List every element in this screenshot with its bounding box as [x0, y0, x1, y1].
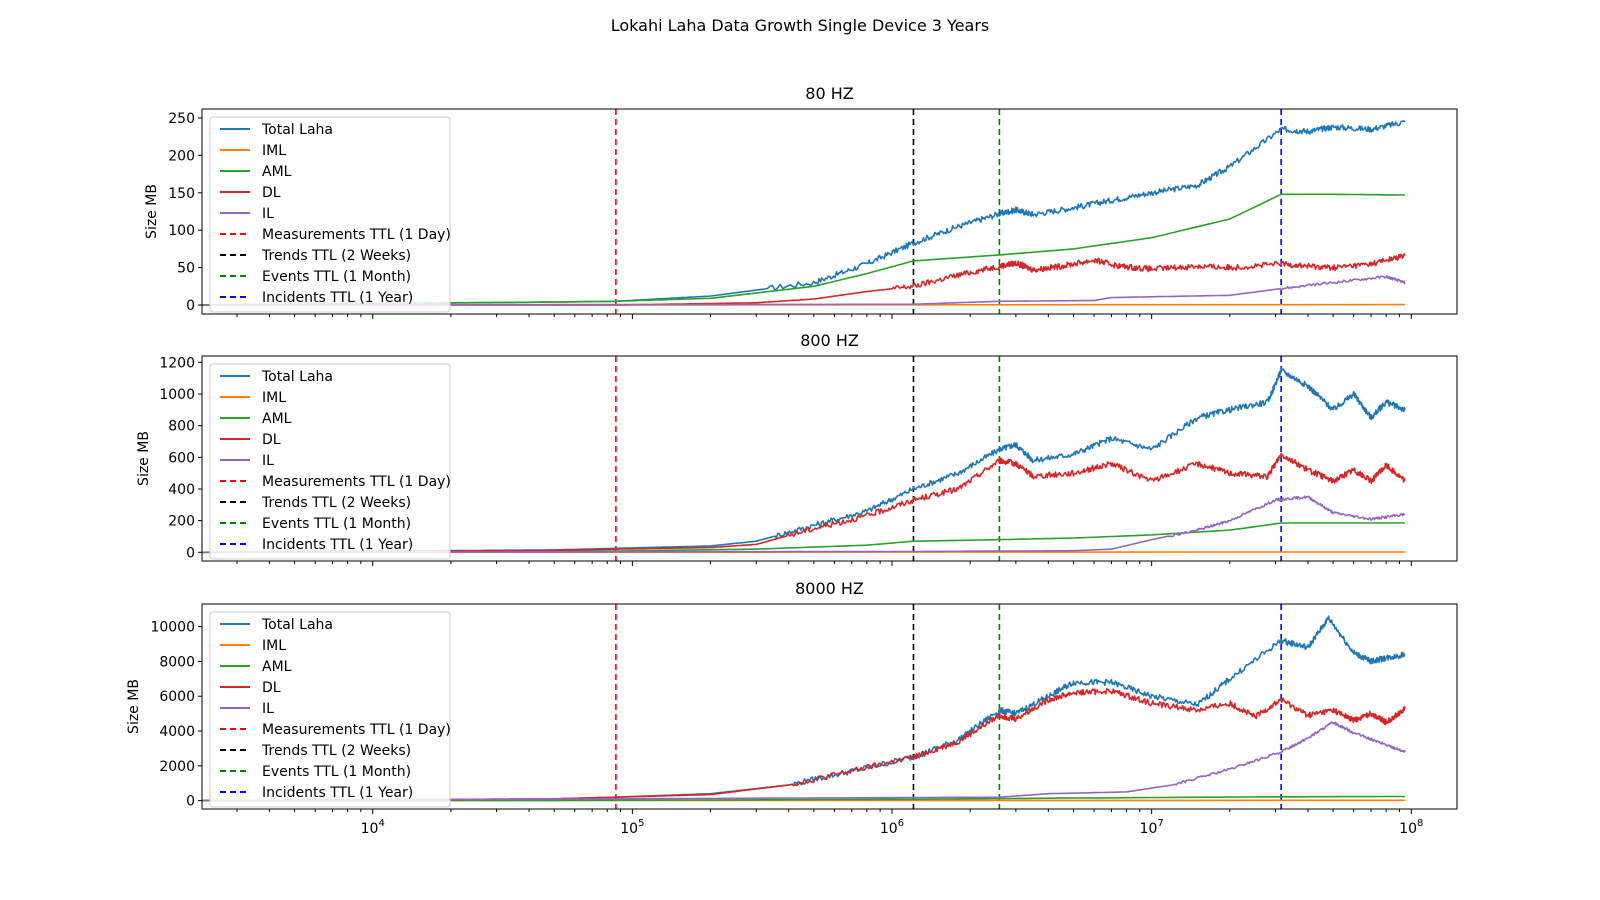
x-tick-label: 104 [361, 818, 385, 837]
legend-box [209, 363, 451, 560]
legend-label: Total Laha [261, 617, 333, 633]
legend: Total Laha IML AML DL IL Measurements TTL (1 … [209, 116, 451, 313]
legend-label: Total Laha [261, 369, 333, 385]
axes-frame [201, 108, 1458, 315]
legend-label: Incidents TTL (1 Year) [262, 785, 413, 801]
subplots: 80 HZ 0 50 100 150 200 250 Size MB Total Laha IML… [126, 84, 1458, 837]
legend-label: Incidents TTL (1 Year) [262, 537, 413, 553]
plot-area [202, 356, 1406, 561]
plot-area [202, 604, 1406, 809]
y-tick-label: 150 [168, 186, 195, 202]
y-tick-label: 600 [168, 450, 195, 466]
y-tick-label: 1200 [159, 355, 195, 371]
legend-label: Measurements TTL (1 Day) [262, 722, 451, 738]
legend-label: IML [262, 638, 286, 654]
subplot-title: 8000 HZ [795, 579, 864, 598]
legend-label: IL [262, 206, 274, 222]
axes-frame [201, 603, 1458, 810]
series-line-il [202, 495, 1406, 554]
series-line-il [202, 275, 1406, 306]
y-tick-label: 8000 [159, 654, 195, 670]
legend-label: AML [262, 164, 292, 180]
series-line-total-laha [202, 367, 1406, 554]
legend-label: DL [262, 680, 281, 696]
legend-label: Trends TTL (2 Weeks) [261, 248, 411, 264]
legend-box [209, 116, 451, 313]
y-tick-label: 2000 [159, 759, 195, 775]
x-tick-label: 105 [620, 818, 644, 837]
x-tick-label: 108 [1399, 818, 1423, 837]
series-line-dl [202, 452, 1406, 554]
y-tick-label: 6000 [159, 689, 195, 705]
legend-label: Measurements TTL (1 Day) [262, 474, 451, 490]
legend-label: IML [262, 390, 286, 406]
legend-label: DL [262, 185, 281, 201]
y-tick-label: 0 [186, 794, 195, 810]
y-axis-label: Size MB [136, 431, 152, 486]
legend: Total Laha IML AML DL IL Measurements TTL (1 … [209, 611, 451, 808]
series-line-aml [202, 795, 1405, 802]
y-tick-label: 1000 [159, 387, 195, 403]
figure-title: Lokahi Laha Data Growth Single Device 3 … [611, 16, 989, 35]
legend-label: AML [262, 659, 292, 675]
y-tick-label: 0 [186, 545, 195, 561]
legend-label: IL [262, 701, 274, 717]
series-line-aml [202, 522, 1405, 554]
series-line-dl [202, 688, 1406, 802]
x-tick-label: 106 [880, 818, 904, 837]
legend-label: AML [262, 411, 292, 427]
x-tick-label: 107 [1140, 818, 1164, 837]
y-tick-label: 200 [168, 514, 195, 530]
subplot-2: 8000 HZ 0 2000 4000 6000 8000 10000 104 105 106 10… [126, 579, 1458, 837]
subplot-title: 80 HZ [805, 84, 853, 103]
legend: Total Laha IML AML DL IL Measurements TTL (1 … [209, 363, 451, 560]
y-tick-label: 100 [168, 223, 195, 239]
y-tick-label: 250 [168, 111, 195, 127]
y-axis-label: Size MB [144, 184, 160, 239]
series-line-total-laha [202, 120, 1406, 306]
legend-label: IL [262, 453, 274, 469]
legend-label: Trends TTL (2 Weeks) [261, 743, 411, 759]
y-tick-label: 200 [168, 148, 195, 164]
legend-label: DL [262, 432, 281, 448]
series-line-il [202, 721, 1406, 802]
subplot-0: 80 HZ 0 50 100 150 200 250 Size MB Total Laha IML… [144, 84, 1458, 319]
y-tick-label: 0 [186, 298, 195, 314]
legend-label: Measurements TTL (1 Day) [262, 227, 451, 243]
legend-label: Incidents TTL (1 Year) [262, 290, 413, 306]
subplot-title: 800 HZ [800, 331, 859, 350]
y-tick-label: 800 [168, 419, 195, 435]
legend-box [209, 611, 451, 808]
legend-label: Events TTL (1 Month) [262, 269, 411, 285]
y-tick-label: 50 [177, 261, 195, 277]
axes-frame [201, 355, 1458, 562]
legend-label: Trends TTL (2 Weeks) [261, 495, 411, 511]
y-tick-label: 10000 [150, 620, 195, 636]
y-tick-label: 4000 [159, 724, 195, 740]
legend-label: Events TTL (1 Month) [262, 764, 411, 780]
y-axis-label: Size MB [126, 679, 142, 734]
series-line-aml [202, 193, 1405, 306]
legend-label: IML [262, 143, 286, 159]
y-tick-label: 400 [168, 482, 195, 498]
subplot-1: 800 HZ 0 200 400 600 800 1000 1200 Size MB Total … [136, 331, 1458, 566]
legend-label: Total Laha [261, 122, 333, 138]
series-line-dl [202, 253, 1406, 306]
legend-label: Events TTL (1 Month) [262, 516, 411, 532]
